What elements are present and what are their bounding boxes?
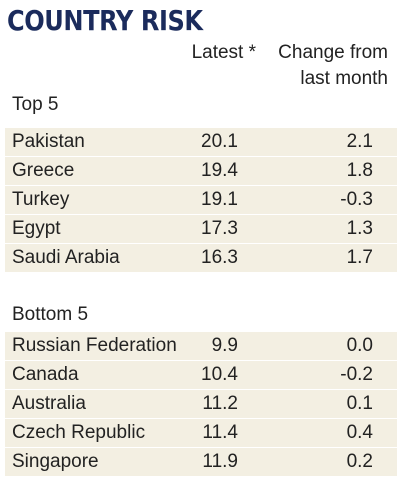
column-header-change-line1: Change from [278, 42, 388, 63]
table-row: Turkey 19.1 -0.3 [5, 186, 397, 215]
country-name: Russian Federation [12, 335, 177, 356]
country-name: Saudi Arabia [12, 247, 120, 268]
country-name: Pakistan [12, 131, 85, 152]
country-name: Czech Republic [12, 422, 146, 443]
country-name: Egypt [12, 218, 61, 239]
latest-value: 9.9 [211, 335, 238, 356]
table-row: Greece 19.4 1.8 [5, 157, 397, 186]
latest-value: 11.4 [202, 422, 238, 443]
latest-value: 19.1 [201, 189, 238, 210]
change-value: -0.3 [340, 189, 373, 210]
change-value: -0.2 [340, 364, 373, 385]
country-name: Australia [12, 393, 86, 414]
latest-value: 10.4 [201, 364, 238, 385]
change-value: 1.3 [346, 218, 373, 239]
table-row: Australia 11.2 0.1 [5, 390, 397, 419]
table-row: Singapore 11.9 0.2 [5, 448, 397, 477]
change-value: 1.7 [346, 247, 373, 268]
change-value: 0.4 [346, 422, 373, 443]
table-row: Canada 10.4 -0.2 [5, 361, 397, 390]
change-value: 0.1 [346, 393, 373, 414]
section-label-top: Top 5 [12, 94, 59, 115]
section-label-bottom: Bottom 5 [12, 304, 89, 325]
column-header-change: Change from last month [278, 40, 388, 92]
change-value: 1.8 [346, 160, 373, 181]
change-value: 0.2 [346, 451, 373, 472]
table-row: Czech Republic 11.4 0.4 [5, 419, 397, 448]
page-title: COUNTRY RISK [7, 4, 203, 37]
country-name: Singapore [12, 451, 99, 472]
table-row: Pakistan 20.1 2.1 [5, 128, 397, 157]
change-value: 0.0 [346, 335, 373, 356]
table-row: Egypt 17.3 1.3 [5, 215, 397, 244]
latest-value: 16.3 [201, 247, 238, 268]
latest-value: 20.1 [201, 131, 238, 152]
country-name: Turkey [12, 189, 70, 210]
table-row: Russian Federation 9.9 0.0 [5, 332, 397, 361]
column-header-latest: Latest * [191, 42, 256, 63]
column-header-change-line2: last month [300, 68, 388, 89]
change-value: 2.1 [346, 131, 373, 152]
latest-value: 11.2 [202, 393, 238, 414]
top-table: Pakistan 20.1 2.1 Greece 19.4 1.8 Turkey… [5, 128, 397, 273]
bottom-table: Russian Federation 9.9 0.0 Canada 10.4 -… [5, 332, 397, 477]
latest-value: 19.4 [201, 160, 238, 181]
country-name: Greece [12, 160, 75, 181]
country-name: Canada [12, 364, 79, 385]
latest-value: 11.9 [202, 451, 238, 472]
latest-value: 17.3 [201, 218, 238, 239]
table-row: Saudi Arabia 16.3 1.7 [5, 244, 397, 273]
